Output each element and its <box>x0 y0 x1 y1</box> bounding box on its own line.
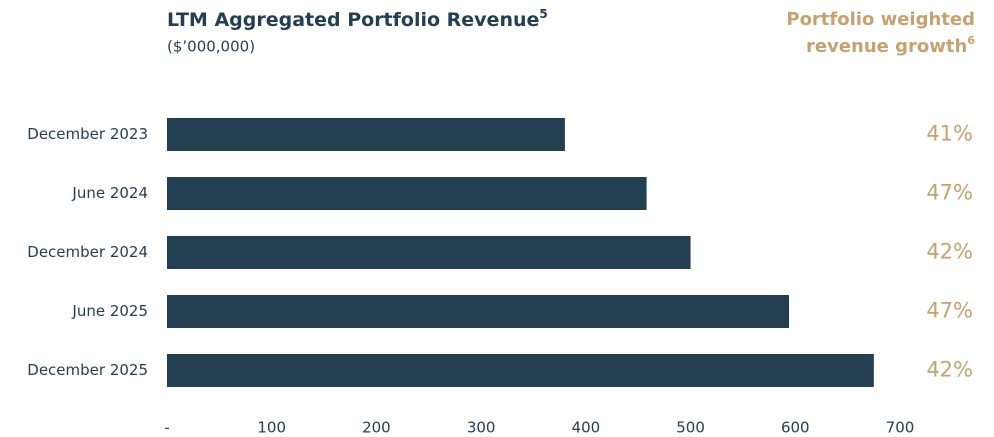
growth-label: 42% <box>926 240 973 264</box>
bar <box>167 177 647 210</box>
y-tick-label: December 2023 <box>27 125 148 143</box>
y-tick-label: June 2024 <box>71 184 148 202</box>
growth-title-text: revenue growth <box>806 36 967 57</box>
x-tick-label: 700 <box>886 419 915 437</box>
chart-subtitle: ($’000,000) <box>167 38 255 56</box>
x-tick-label: - <box>164 419 169 437</box>
growth-label: 42% <box>926 358 973 382</box>
x-tick-label: 200 <box>362 419 391 437</box>
bar <box>167 236 691 269</box>
y-tick-label: December 2024 <box>27 243 148 261</box>
title-note: 5 <box>539 7 547 21</box>
growth-title-note: 6 <box>967 34 975 47</box>
growth-label: 41% <box>926 122 973 146</box>
x-tick-label: 400 <box>572 419 601 437</box>
bar <box>167 118 565 151</box>
growth-label: 47% <box>926 181 973 205</box>
x-tick-label: 600 <box>781 419 810 437</box>
bar <box>167 354 874 387</box>
x-tick-label: 500 <box>676 419 705 437</box>
y-tick-label: December 2025 <box>27 361 148 379</box>
growth-title: Portfolio weighted <box>786 9 975 30</box>
growth-label: 47% <box>926 299 973 323</box>
bar <box>167 295 790 328</box>
y-tick-label: June 2025 <box>71 302 148 320</box>
growth-title: revenue growth6 <box>806 34 975 57</box>
title-text: LTM Aggregated Portfolio Revenue <box>167 9 539 31</box>
chart-title: LTM Aggregated Portfolio Revenue5 <box>167 7 548 31</box>
x-tick-label: 300 <box>467 419 496 437</box>
x-tick-label: 100 <box>257 419 286 437</box>
